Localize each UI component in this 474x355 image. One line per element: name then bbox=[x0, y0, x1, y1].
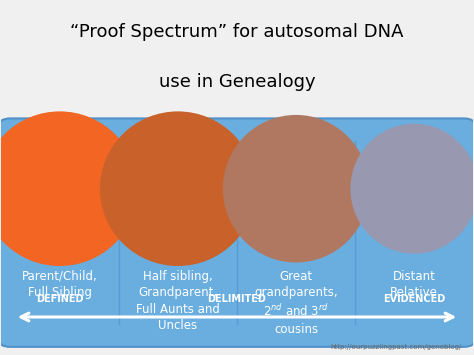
Text: http://ourpuzzlingpast.com/geneblog/: http://ourpuzzlingpast.com/geneblog/ bbox=[330, 344, 462, 350]
Text: EVIDENCED: EVIDENCED bbox=[383, 294, 446, 305]
Text: Great
grandparents,
2$^{nd}$ and 3$^{rd}$
cousins: Great grandparents, 2$^{nd}$ and 3$^{rd}… bbox=[254, 269, 338, 336]
Text: DELIMITED: DELIMITED bbox=[208, 294, 266, 305]
Ellipse shape bbox=[350, 124, 474, 254]
Text: use in Genealogy: use in Genealogy bbox=[159, 72, 315, 91]
Text: DEFINED: DEFINED bbox=[36, 294, 83, 305]
Ellipse shape bbox=[0, 111, 138, 266]
Text: Parent/Child,
Full Sibling: Parent/Child, Full Sibling bbox=[22, 269, 98, 299]
Text: Distant
Relative: Distant Relative bbox=[390, 269, 438, 299]
Ellipse shape bbox=[100, 111, 256, 266]
Ellipse shape bbox=[223, 115, 369, 262]
Text: Half sibling,
Grandparent,
Full Aunts and
Uncles: Half sibling, Grandparent, Full Aunts an… bbox=[136, 269, 220, 332]
FancyBboxPatch shape bbox=[0, 119, 474, 347]
Text: “Proof Spectrum” for autosomal DNA: “Proof Spectrum” for autosomal DNA bbox=[70, 23, 404, 41]
